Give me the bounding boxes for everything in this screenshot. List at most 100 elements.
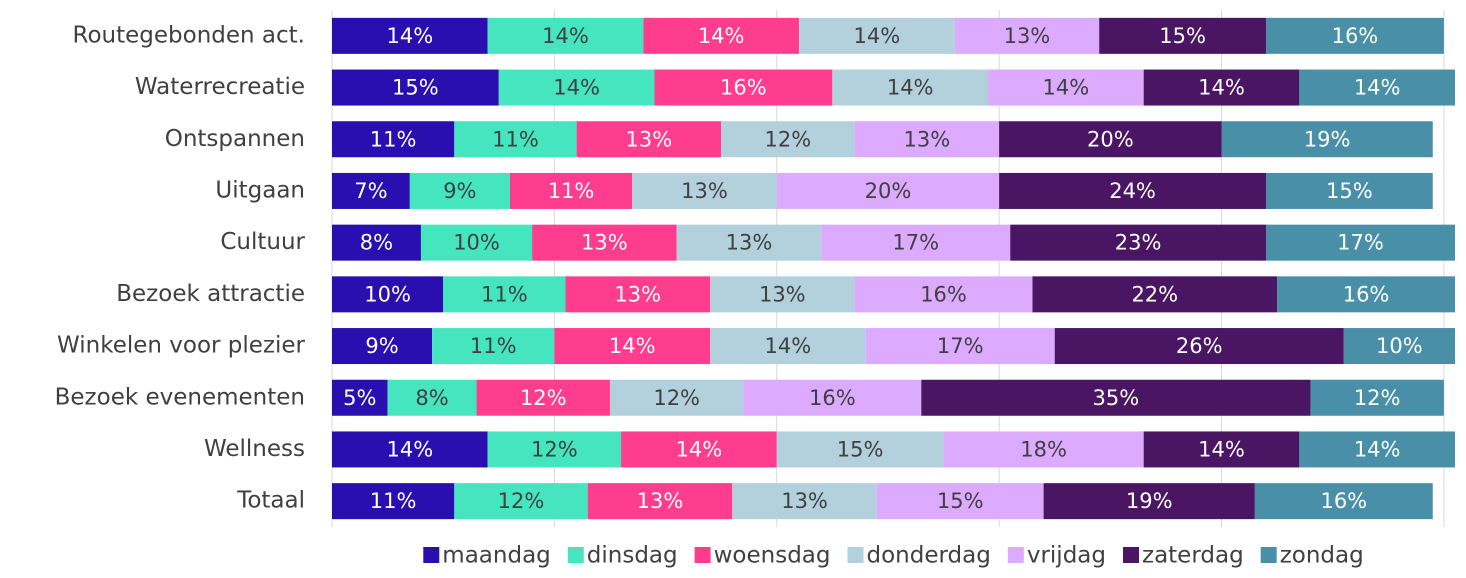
category-label: Cultuur xyxy=(220,229,305,255)
data-label: 14% xyxy=(698,24,745,48)
data-label: 14% xyxy=(386,24,433,48)
legend-swatch xyxy=(1123,547,1139,563)
bar-segment xyxy=(710,328,866,365)
bar-segment xyxy=(409,172,510,209)
bar-segment xyxy=(587,483,733,520)
bar-segment xyxy=(443,276,566,313)
data-label: 11% xyxy=(548,179,595,203)
bar-segment xyxy=(632,172,777,209)
bar-segment xyxy=(854,121,1000,158)
bar-segment xyxy=(476,379,610,416)
data-label: 20% xyxy=(1087,127,1134,151)
bar-segment xyxy=(643,17,799,54)
bar-segment xyxy=(1265,17,1444,54)
bar-segment xyxy=(532,224,677,261)
category-label: Bezoek evenementen xyxy=(55,384,305,410)
data-label: 9% xyxy=(443,179,476,203)
bar-segment xyxy=(1043,483,1255,520)
bar-segment xyxy=(832,69,989,106)
bar-segment xyxy=(1254,483,1433,520)
bar-segment xyxy=(498,69,655,106)
bar-segment xyxy=(1265,172,1433,209)
legend-swatch xyxy=(694,547,711,563)
data-label: 14% xyxy=(1042,76,1089,100)
bar-segment xyxy=(332,431,488,468)
bar-segment xyxy=(865,328,1055,365)
data-label: 5% xyxy=(343,386,376,410)
data-label: 12% xyxy=(1354,386,1401,410)
data-label: 14% xyxy=(1198,76,1245,100)
bar-segment xyxy=(387,379,477,416)
data-label: 13% xyxy=(681,179,728,203)
data-label: 11% xyxy=(470,334,517,358)
category-label: Routegebonden act. xyxy=(73,22,305,48)
data-label: 16% xyxy=(1320,489,1367,513)
bar-segment xyxy=(454,483,588,520)
bar-segment xyxy=(876,483,1044,520)
bar-segment xyxy=(332,17,488,54)
data-label: 14% xyxy=(887,76,934,100)
bar-segment xyxy=(332,121,455,158)
bar-segment xyxy=(943,431,1144,468)
bar-segment xyxy=(420,224,533,261)
bar-segment xyxy=(1143,69,1300,106)
bar-segment xyxy=(1054,328,1344,365)
data-label: 13% xyxy=(637,489,684,513)
category-label: Bezoek attractie xyxy=(116,281,305,307)
data-label: 14% xyxy=(553,76,600,100)
bar-segment xyxy=(1032,276,1278,313)
data-label: 12% xyxy=(765,127,812,151)
legend-label: woensdag xyxy=(714,543,831,569)
data-label: 13% xyxy=(581,231,628,255)
bar-segment xyxy=(1143,431,1300,468)
bar-segment xyxy=(954,17,1100,54)
data-label: 14% xyxy=(853,24,900,48)
data-label: 15% xyxy=(1326,179,1373,203)
bar-segment xyxy=(576,121,722,158)
bar-segment xyxy=(710,276,855,313)
data-label: 16% xyxy=(809,386,856,410)
category-label: Winkelen voor plezier xyxy=(57,333,306,359)
bar-segment xyxy=(487,17,644,54)
legend-label: dinsdag xyxy=(587,543,678,569)
bar-segment xyxy=(676,224,822,261)
bar-segment xyxy=(743,379,922,416)
data-label: 18% xyxy=(1020,437,1067,461)
data-label: 11% xyxy=(492,127,539,151)
data-label: 10% xyxy=(1376,334,1423,358)
data-label: 17% xyxy=(1337,231,1384,255)
category-label: Totaal xyxy=(236,488,305,514)
bar-segment xyxy=(609,379,744,416)
category-label: Ontspannen xyxy=(165,126,305,152)
bar-segment xyxy=(1221,121,1433,158)
data-label: 19% xyxy=(1126,489,1173,513)
data-label: 13% xyxy=(726,231,773,255)
data-label: 8% xyxy=(415,386,448,410)
bar-segment xyxy=(332,483,455,520)
bar-segment xyxy=(432,328,555,365)
data-label: 17% xyxy=(892,231,939,255)
data-label: 19% xyxy=(1304,127,1351,151)
data-label: 14% xyxy=(542,24,589,48)
data-label: 13% xyxy=(614,282,661,306)
bar-segment xyxy=(332,224,421,261)
bar-segment xyxy=(1310,379,1444,416)
bar-segment xyxy=(454,121,577,158)
bar-segment xyxy=(487,431,622,468)
data-label: 11% xyxy=(370,489,417,513)
bar-segment xyxy=(1277,276,1455,313)
data-label: 16% xyxy=(720,76,767,100)
data-label: 20% xyxy=(865,179,912,203)
bar-segment xyxy=(821,224,1011,261)
bar-segment xyxy=(1343,328,1455,365)
data-label: 14% xyxy=(765,334,812,358)
data-label: 14% xyxy=(676,437,723,461)
data-label: 16% xyxy=(1343,282,1390,306)
data-label: 16% xyxy=(1332,24,1379,48)
data-label: 15% xyxy=(937,489,984,513)
legend-swatch xyxy=(847,547,864,563)
bar-segment xyxy=(509,172,633,209)
category-label: Wellness xyxy=(204,436,305,462)
bar-segment xyxy=(332,328,433,365)
